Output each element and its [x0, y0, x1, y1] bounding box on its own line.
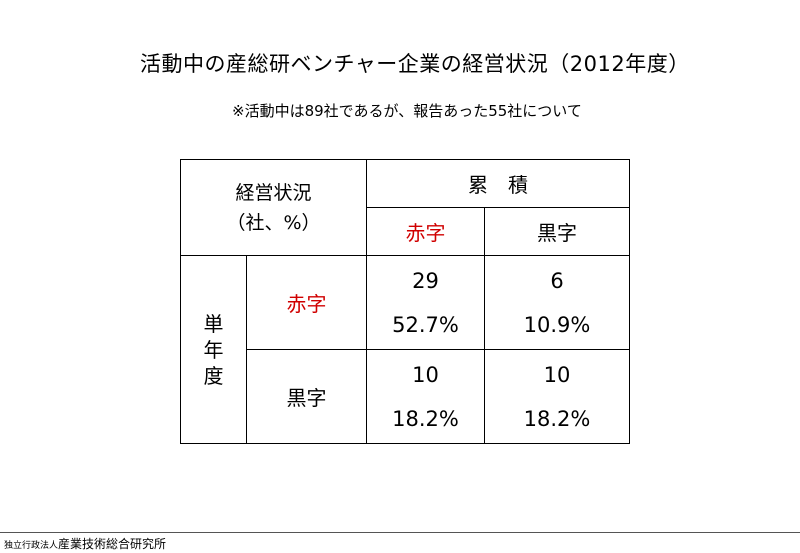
cumulative-header-label: 累 積	[468, 173, 528, 197]
page-subtitle: ※活動中は89社であるが、報告あった55社について	[232, 102, 582, 120]
footer-divider	[0, 532, 800, 533]
cell-deficit-surplus: 6 10.9%	[484, 255, 630, 350]
single-year-char-1: 単	[203, 311, 224, 336]
cell-count: 6	[550, 268, 564, 293]
corner-label-unit: （社、%）	[226, 211, 321, 234]
cell-deficit-deficit: 29 52.7%	[366, 255, 485, 350]
cell-percent: 18.2%	[523, 406, 591, 431]
cumulative-header: 累 積	[366, 159, 630, 208]
cell-percent: 10.9%	[523, 312, 591, 337]
row-header-deficit: 赤字	[246, 255, 367, 350]
footer-org-name: 産業技術総合研究所	[58, 537, 167, 551]
col-header-surplus: 黒字	[484, 207, 630, 256]
cell-surplus-deficit: 10 18.2%	[366, 349, 485, 444]
row-header-surplus: 黒字	[246, 349, 367, 444]
cell-percent: 52.7%	[392, 312, 459, 337]
table-corner-header: 経営状況 （社、%）	[180, 159, 367, 256]
cell-count: 29	[412, 268, 439, 293]
status-table: 経営状況 （社、%） 累 積 赤字 黒字 単 年 度 赤字 29 52.7% 6…	[180, 159, 630, 444]
single-year-header: 単 年 度	[180, 255, 247, 444]
cell-count: 10	[543, 362, 571, 387]
col-header-deficit: 赤字	[366, 207, 485, 256]
footer-organization: 独立行政法人産業技術総合研究所	[4, 535, 166, 552]
cell-surplus-surplus: 10 18.2%	[484, 349, 630, 444]
footer-org-prefix: 独立行政法人	[4, 541, 59, 551]
single-year-char-2: 年	[203, 337, 224, 362]
single-year-char-3: 度	[203, 363, 224, 388]
cell-count: 10	[412, 362, 439, 387]
cell-percent: 18.2%	[392, 406, 459, 431]
corner-label-status: 経営状況	[235, 181, 312, 204]
page-title: 活動中の産総研ベンチャー企業の経営状況（2012年度）	[140, 52, 690, 76]
